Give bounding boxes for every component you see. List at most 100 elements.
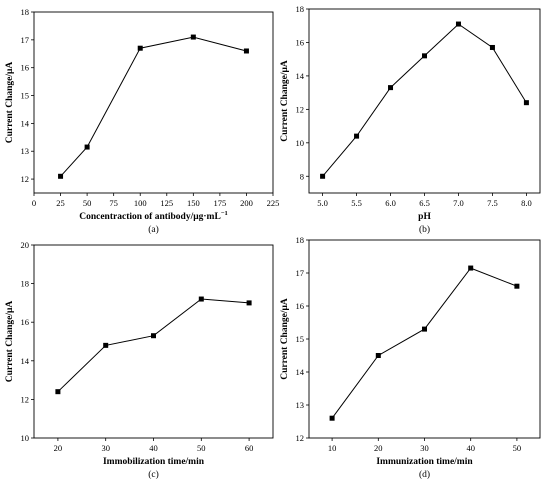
y-tick-label-d: 16: [296, 301, 305, 311]
x-tick-label-a: 150: [187, 198, 200, 208]
data-point-b: [455, 21, 461, 27]
x-tick-label-a: 75: [109, 198, 118, 208]
data-point-d: [375, 353, 381, 358]
y-tick-label-d: 18: [296, 235, 305, 245]
plot-frame-d: [308, 239, 541, 439]
x-tick-label-a: 0: [32, 198, 36, 208]
x-tick-label-b: 6.0: [385, 198, 396, 208]
y-tick-label-a: 18: [21, 7, 30, 17]
x-tick-label-b: 7.5: [487, 198, 498, 208]
y-tick-label-b: 14: [296, 71, 305, 81]
data-point-a: [243, 48, 249, 54]
data-point-c: [55, 389, 61, 395]
y-tick-label-a: 12: [21, 174, 30, 184]
x-tick-label-a: 225: [267, 198, 280, 208]
x-tick-label-a: 200: [240, 198, 253, 208]
x-tick-label-c: 40: [149, 443, 158, 453]
data-point-b: [422, 53, 427, 59]
y-tick-label-d: 12: [296, 433, 305, 443]
chart-panel-d: 10 20 30 40 50 12 13 14 15 16 17 18 Immunization tim…: [280, 235, 541, 480]
y-axis-label-d: Current Change/μA: [280, 298, 290, 380]
x-tick-label-c: 20: [54, 443, 63, 453]
y-tick-label-d: 15: [296, 334, 305, 344]
data-point-d: [514, 283, 520, 289]
panel-caption-b: (b): [419, 224, 430, 235]
chart-panel-a: 0 25 50 75 100 125 150 175 200 225 12 13 14 15 16 17 18 C…: [5, 7, 279, 235]
x-tick-label-c: 50: [197, 443, 206, 453]
data-point-c: [246, 300, 252, 306]
data-point-d: [422, 326, 427, 332]
x-tick-label-b: 8.0: [521, 198, 532, 208]
series-line-d: [331, 267, 518, 419]
y-tick-label-b: 16: [296, 37, 305, 47]
y-tick-label-c: 14: [21, 356, 30, 366]
data-point-c: [103, 342, 109, 348]
panel-caption-a: (a): [148, 224, 159, 235]
panel-caption-d: (d): [419, 469, 430, 480]
x-tick-label-d: 40: [466, 443, 475, 453]
x-tick-label-d: 10: [328, 443, 337, 453]
data-point-b: [320, 173, 326, 179]
y-tick-label-b: 12: [296, 104, 305, 114]
plot-frame-a: [33, 11, 274, 194]
x-tick-label-c: 60: [245, 443, 254, 453]
x-tick-label-a: 25: [56, 198, 65, 208]
x-axis-label-superscript-a: −1: [221, 210, 228, 217]
x-tick-label-a: 125: [160, 198, 173, 208]
data-point-d: [329, 415, 335, 421]
y-tick-label-c: 10: [21, 433, 30, 443]
x-axis-label-a: Concentraction of antibody/μg·mL−1: [79, 210, 228, 222]
y-tick-label-d: 17: [296, 268, 305, 278]
y-tick-label-d: 14: [296, 367, 305, 377]
y-tick-label-b: 18: [296, 4, 305, 14]
x-tick-label-d: 20: [374, 443, 383, 453]
plot-frame-b: [308, 8, 541, 194]
y-tick-label-a: 13: [21, 146, 30, 156]
y-tick-label-a: 15: [21, 91, 30, 101]
y-tick-label-b: 10: [296, 138, 305, 148]
y-axis-label-b: Current Change/μA: [280, 60, 290, 142]
y-tick-label-c: 12: [21, 394, 30, 404]
plot-frame-c: [33, 244, 274, 439]
y-tick-label-b: 8: [300, 171, 304, 181]
y-tick-label-a: 16: [21, 63, 30, 73]
chart-panel-c: 20 30 40 50 60 10 12 14 16 18 20 Immobilization tim…: [5, 240, 274, 480]
series-line-c: [57, 298, 250, 393]
y-tick-label-c: 16: [21, 317, 30, 327]
data-point-b: [523, 100, 529, 106]
x-tick-label-b: 5.0: [317, 198, 328, 208]
data-point-c: [151, 333, 156, 339]
series-line-a: [60, 36, 247, 177]
series-line-b: [322, 23, 527, 177]
x-tick-label-b: 7.0: [453, 198, 464, 208]
x-tick-label-b: 5.5: [351, 198, 362, 208]
x-tick-label-a: 175: [214, 198, 227, 208]
y-tick-label-c: 18: [21, 279, 30, 289]
data-point-a: [137, 45, 143, 51]
panel-caption-c: (c): [148, 469, 159, 480]
y-tick-label-d: 13: [296, 400, 305, 410]
x-tick-label-d: 30: [420, 443, 429, 453]
x-tick-label-c: 30: [101, 443, 110, 453]
x-axis-label-b: pH: [418, 212, 431, 222]
data-point-b: [354, 133, 360, 139]
x-tick-label-d: 50: [513, 443, 522, 453]
y-tick-label-a: 17: [21, 35, 30, 45]
data-point-d: [468, 265, 474, 271]
y-axis-label-c: Current Change/μA: [5, 301, 15, 383]
data-point-c: [198, 296, 204, 302]
chart-panel-b: 5.0 5.5 6.0 6.5 7.0 7.5 8.0 8 10 12 14 16 18 pH Curren…: [280, 4, 541, 235]
data-point-a: [84, 144, 90, 150]
x-axis-label-d: Immunization time/min: [376, 457, 473, 467]
x-tick-label-a: 100: [134, 198, 147, 208]
x-tick-label-a: 50: [83, 198, 92, 208]
y-tick-label-c: 20: [21, 240, 30, 250]
data-point-b: [489, 44, 495, 50]
y-axis-label-a: Current Change/μA: [5, 62, 15, 144]
y-tick-label-a: 14: [21, 118, 30, 128]
data-point-b: [388, 85, 394, 91]
data-point-a: [190, 34, 196, 40]
x-tick-label-b: 6.5: [419, 198, 430, 208]
data-point-a: [58, 173, 64, 179]
